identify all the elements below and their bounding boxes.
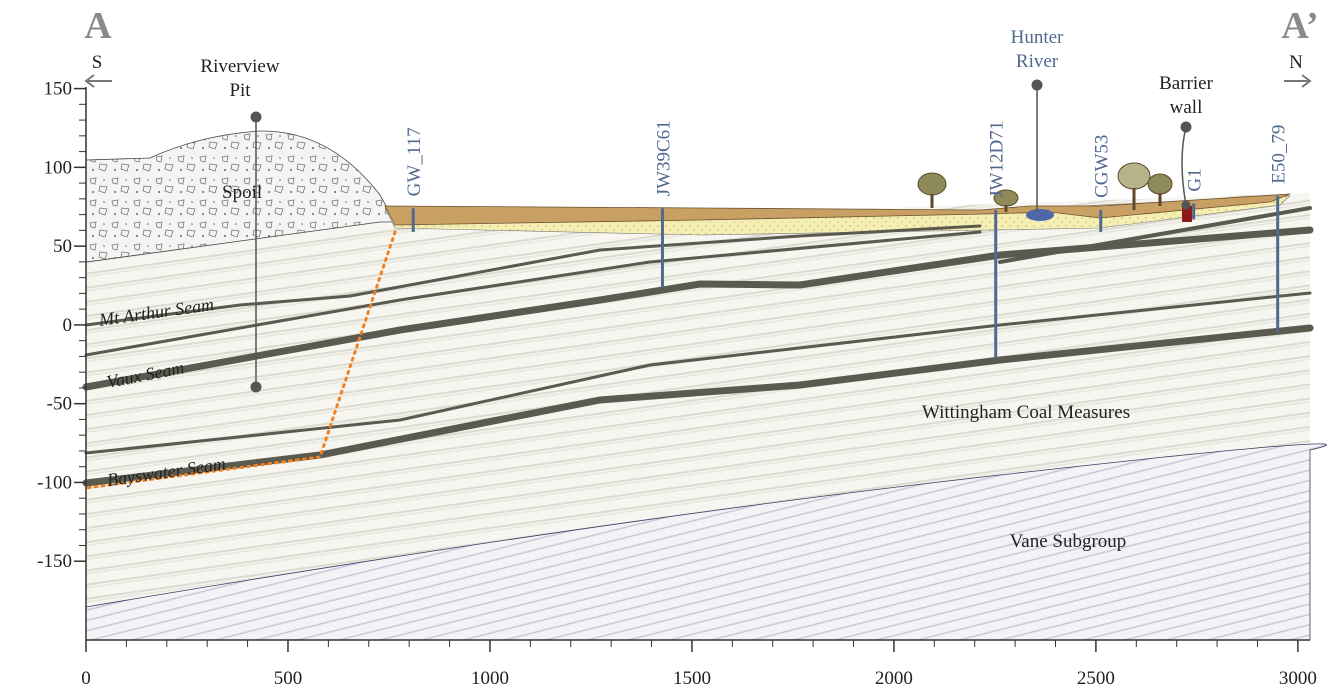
bore xyxy=(1276,196,1279,333)
bore-label: GW_117 xyxy=(404,127,425,196)
annotation: Hunter xyxy=(1011,27,1064,48)
bore-label: G1 xyxy=(1185,168,1206,191)
unit-label: Spoil xyxy=(222,182,262,203)
y-tick-label: -50 xyxy=(47,394,72,415)
y-tick-label: 150 xyxy=(44,79,73,100)
bore xyxy=(661,208,664,287)
bore-label: JW39C61 xyxy=(653,120,674,196)
geology xyxy=(86,80,1327,640)
y-tick-label: 100 xyxy=(44,157,73,178)
x-tick-label: 2500 xyxy=(1077,668,1115,689)
river xyxy=(1026,209,1054,221)
annotation: River xyxy=(1016,51,1059,72)
annotation: Riverview xyxy=(200,56,279,77)
x-tick-label: 500 xyxy=(274,668,303,689)
unit-label: Wittingham Coal Measures xyxy=(922,402,1130,423)
cross-section: A A’ S N Spoil Wittingham Coal Measures … xyxy=(0,0,1338,696)
bore-label: E50_79 xyxy=(1269,125,1290,184)
y-tick-label: 50 xyxy=(53,236,72,257)
y-tick-label: -150 xyxy=(37,551,72,572)
bore xyxy=(994,210,997,358)
annotation: Pit xyxy=(229,80,251,101)
annotation: Barrier xyxy=(1159,73,1213,94)
bore xyxy=(1192,204,1195,220)
x-tick-label: 2000 xyxy=(875,668,913,689)
x-tick-label: 0 xyxy=(81,668,91,689)
bore-label: JW12D71 xyxy=(987,121,1008,198)
x-tick-label: 1500 xyxy=(673,668,711,689)
bore-label: CGW53 xyxy=(1092,135,1113,198)
direction: N xyxy=(1289,52,1303,73)
section-label: A’ xyxy=(1281,5,1318,47)
direction: S xyxy=(92,52,103,73)
bore xyxy=(412,208,415,232)
y-tick-label: -100 xyxy=(37,472,72,493)
section-label: A xyxy=(84,5,112,47)
annotation: wall xyxy=(1170,97,1203,118)
unit-label: Vane Subgroup xyxy=(1010,531,1127,552)
bore xyxy=(1099,210,1102,232)
annotations: Riverview Pit Hunter River Barrier wall xyxy=(200,27,1213,118)
x-tick-label: 1000 xyxy=(471,668,509,689)
y-tick-label: 0 xyxy=(63,315,73,336)
x-tick-label: 3000 xyxy=(1279,668,1317,689)
